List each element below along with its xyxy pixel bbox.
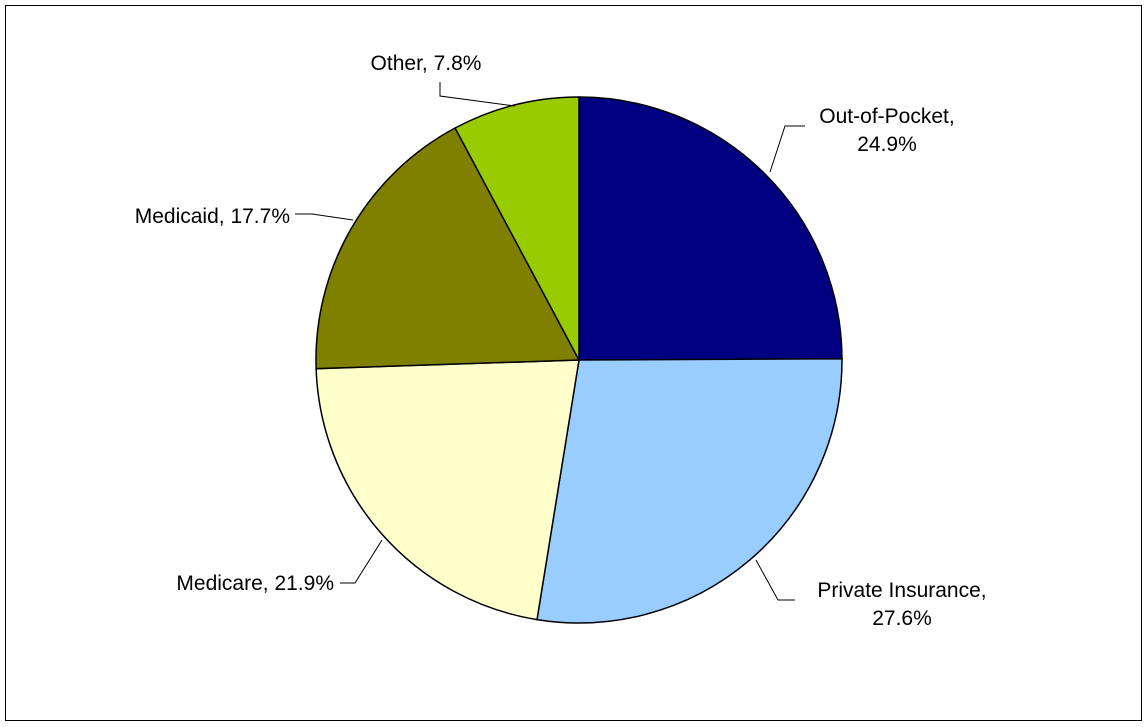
pie-slice-other xyxy=(454,96,580,361)
pie-slice-out-of-pocket xyxy=(578,96,843,361)
leader-line-out-of-pocket xyxy=(769,125,805,173)
data-labels: Out-of-Pocket, 24.9% Private Insurance, 27.… xyxy=(135,52,987,630)
leader-lines xyxy=(295,82,805,601)
data-label-medicare: Medicare, 21.9% xyxy=(176,572,334,595)
data-label-out-of-pocket: Out-of-Pocket, 24.9% xyxy=(819,105,954,156)
pie-slice-medicare xyxy=(315,359,580,621)
leader-line-other xyxy=(439,82,516,107)
leader-line-medicare xyxy=(340,539,383,584)
data-label-medicaid: Medicaid, 17.7% xyxy=(135,205,290,228)
leader-line-private-insurance xyxy=(755,559,795,601)
pie-slice-medicaid xyxy=(315,127,581,370)
pie-slice-private-insurance xyxy=(536,358,843,624)
data-label-other: Other, 7.8% xyxy=(371,52,482,75)
leader-line-medicaid xyxy=(295,213,354,221)
pie-slices xyxy=(315,96,843,624)
data-label-private-insurance: Private Insurance, 27.6% xyxy=(817,579,986,630)
